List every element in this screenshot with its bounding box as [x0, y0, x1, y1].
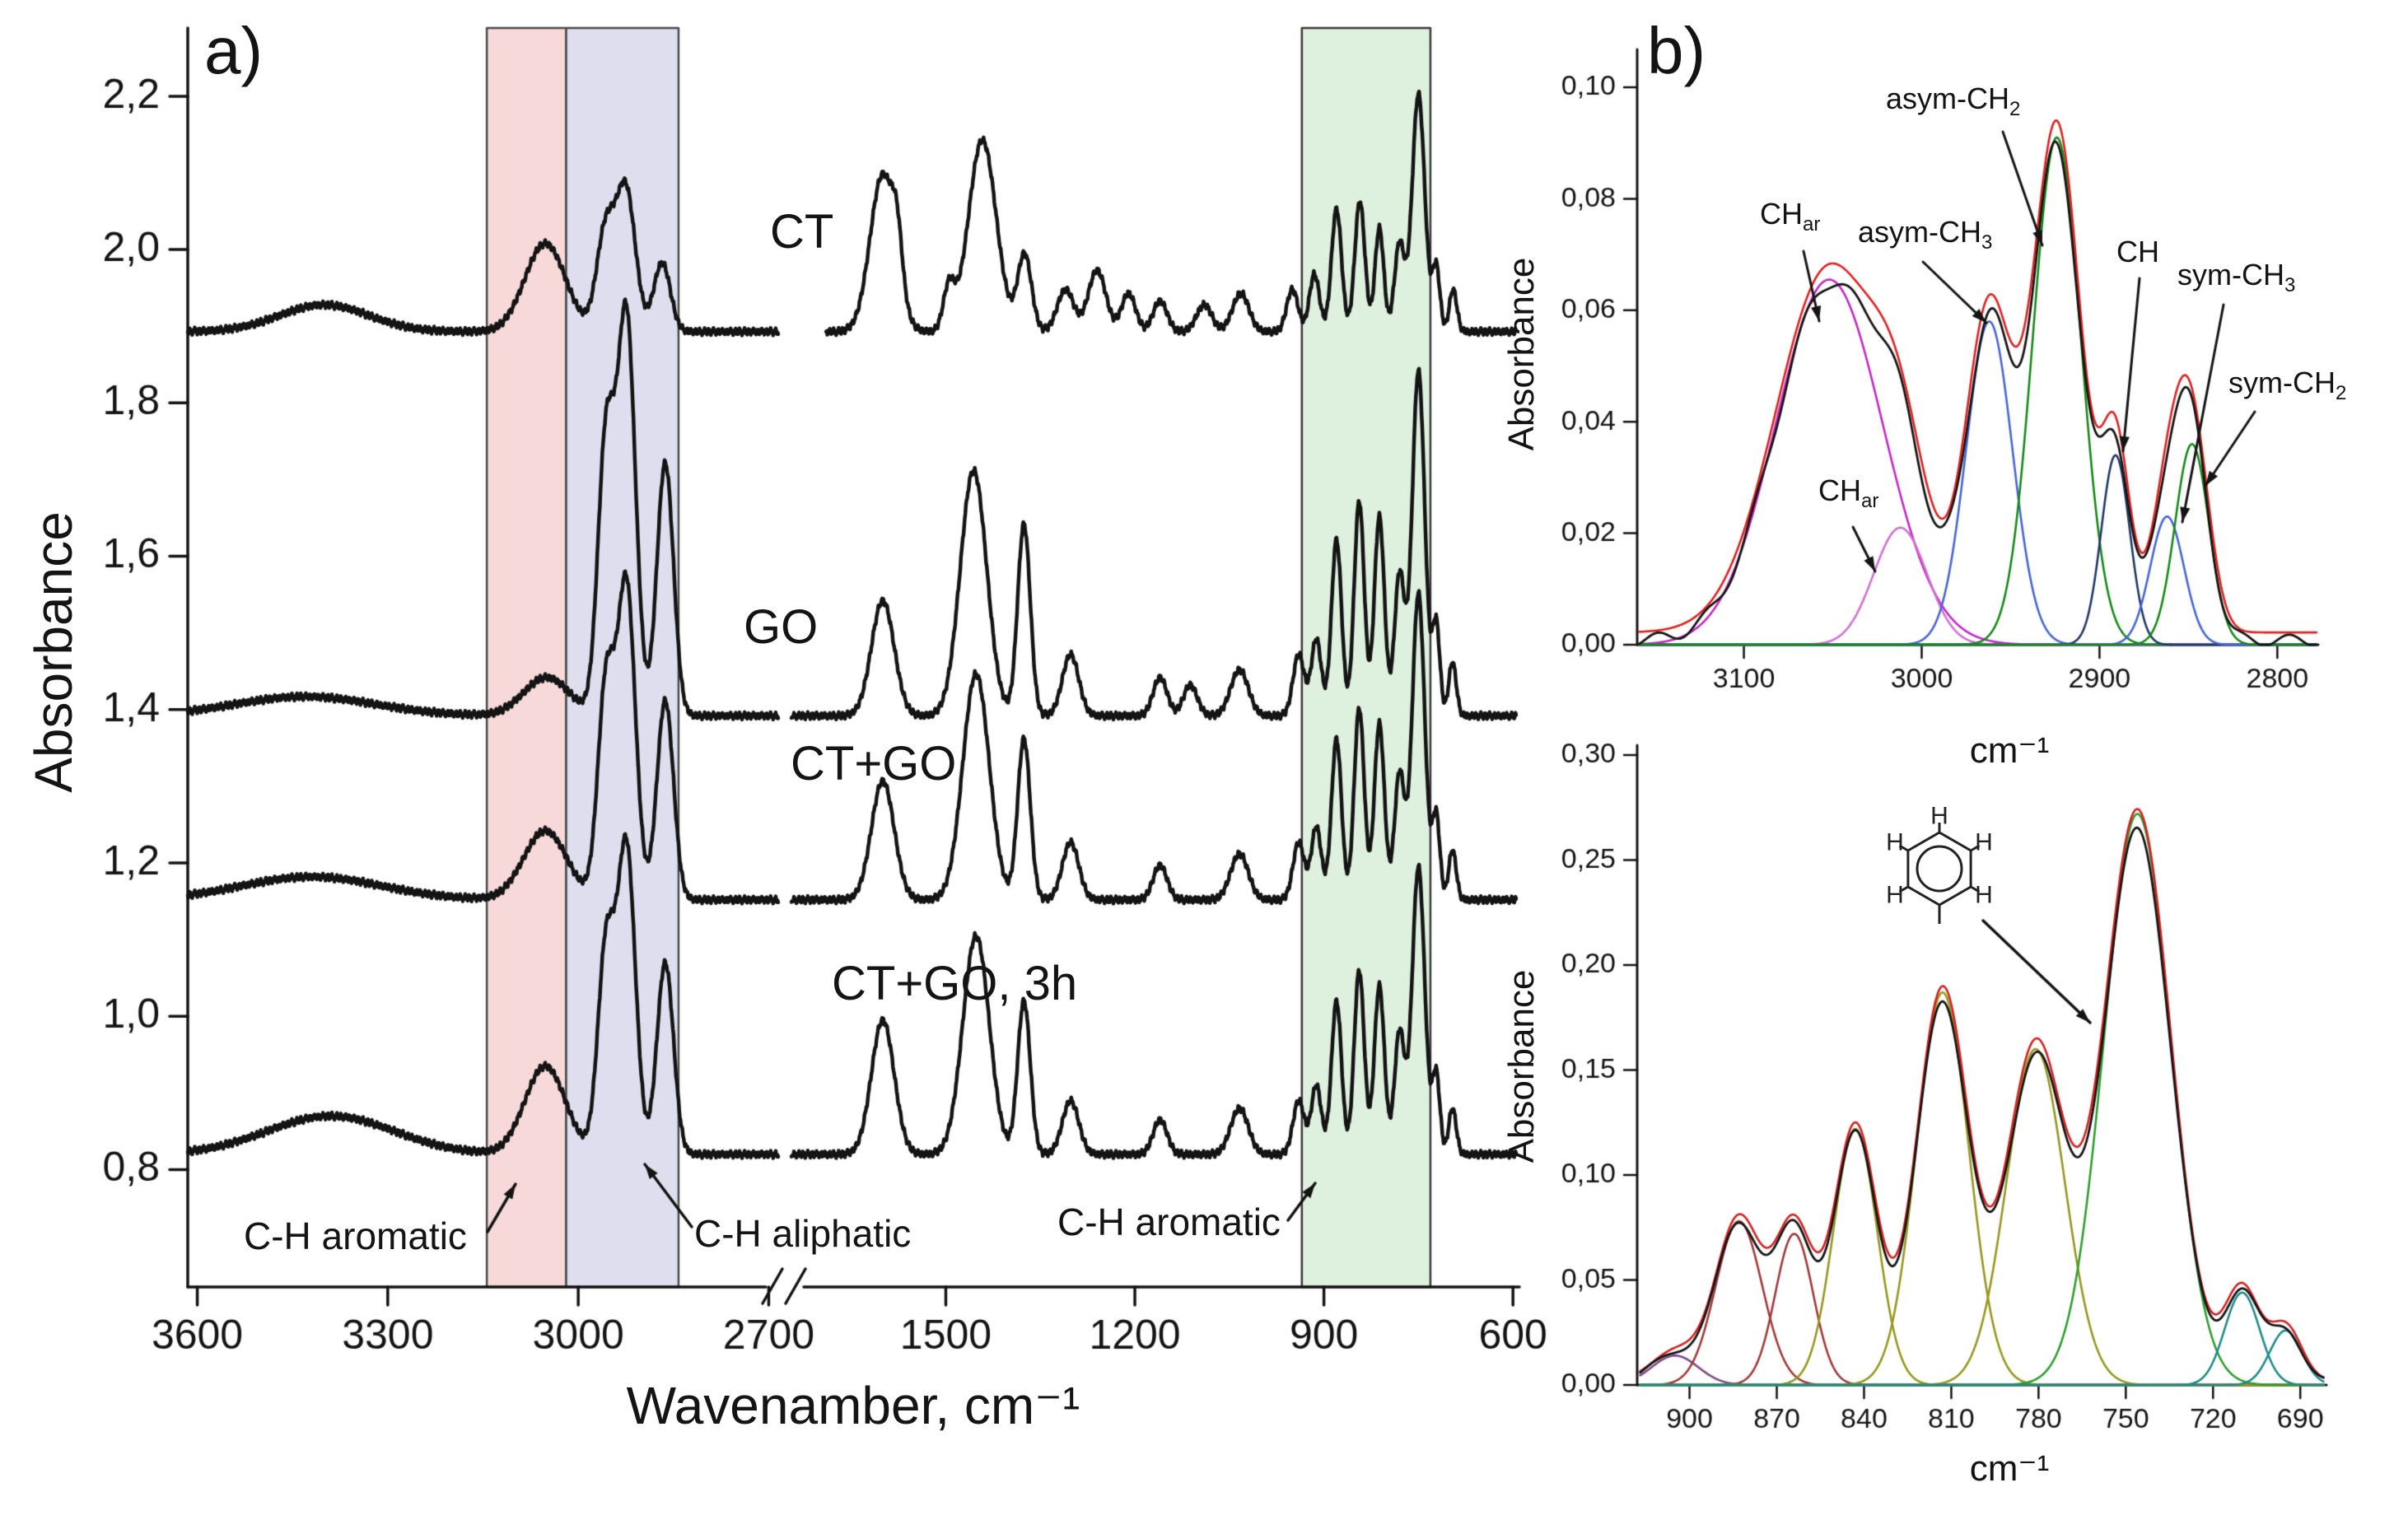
peak-label-subscript: ar [1861, 490, 1879, 513]
hydrogen-atom-label: H [1975, 882, 1993, 909]
annotation-ch-aromatic-right: C-H aromatic [1057, 1201, 1281, 1243]
ch-bond-lower-left [1898, 885, 1909, 893]
ch-bond-lower-right [1970, 885, 1981, 893]
benzene-ring-diagram: H H H H H [1869, 799, 2009, 939]
peak-label-subscript: 3 [2284, 274, 2296, 297]
peak-label-sym-ch2: sym-CH2 [2228, 366, 2346, 405]
peak-label-text: CH [1818, 473, 1861, 507]
peak-label-subscript: 2 [2009, 98, 2021, 121]
annotation-ch-aliphatic: C-H aliphatic [694, 1212, 912, 1255]
hydrogen-atom-label: H [1886, 829, 1904, 856]
peak-label-subscript: ar [1803, 213, 1821, 236]
hydrogen-atom-label: H [1930, 803, 1948, 830]
peak-label-ch-aromatic-main: CHar [1760, 198, 1820, 236]
peak-label-text: sym-CH [2228, 366, 2336, 399]
benzene-aromatic-circle [1916, 845, 1963, 893]
panel-b-bottom-y-axis-title: Absorbance [1501, 969, 1542, 1163]
panel-a-x-axis-title: Wavenamber, cm⁻¹ [626, 1376, 1080, 1435]
ch-bond-upper-right [1970, 844, 1981, 852]
peak-label-subscript: 3 [1981, 231, 1993, 254]
panel-b-top-y-axis-title: Absorbance [1501, 257, 1542, 451]
panel-a-y-axis-title: Absorbance [24, 511, 83, 793]
series-label-ct: CT [770, 205, 834, 259]
panel-a-letter: a) [204, 14, 264, 87]
hydrogen-atom-label: H [1975, 829, 1993, 856]
series-label-ct-go-3h: CT+GO, 3h [832, 957, 1078, 1010]
benzene-svg: H H H H H [1886, 803, 1993, 924]
peak-label-subscript: 2 [2335, 382, 2347, 405]
peak-label-asym-ch2: asym-CH2 [1886, 82, 2020, 121]
peak-label-text: CH [1760, 197, 1803, 231]
panel-b-top-x-axis-title: cm⁻¹ [1969, 730, 2050, 771]
peak-label-ch-aromatic-minor: CHar [1818, 474, 1878, 513]
annotation-ch-aromatic-left: C-H aromatic [244, 1215, 467, 1257]
panel-b-letter: b) [1647, 14, 1706, 87]
series-label-go: GO [744, 600, 819, 654]
peak-label-text: CH [2116, 235, 2159, 268]
hydrogen-atom-label: H [1886, 882, 1904, 909]
peak-label-ch: CH [2116, 235, 2159, 274]
series-label-ct-go: CT+GO [791, 737, 957, 790]
peak-label-text: sym-CH [2177, 258, 2284, 291]
ch-bond-upper-left [1898, 844, 1909, 852]
peak-label-sym-ch3: sym-CH3 [2177, 259, 2295, 297]
peak-label-asym-ch3: asym-CH3 [1858, 216, 1992, 254]
panel-b-bottom-x-axis-title: cm⁻¹ [1969, 1448, 2050, 1489]
peak-label-text: asym-CH [1886, 82, 2009, 115]
peak-label-text: asym-CH [1858, 215, 1981, 249]
